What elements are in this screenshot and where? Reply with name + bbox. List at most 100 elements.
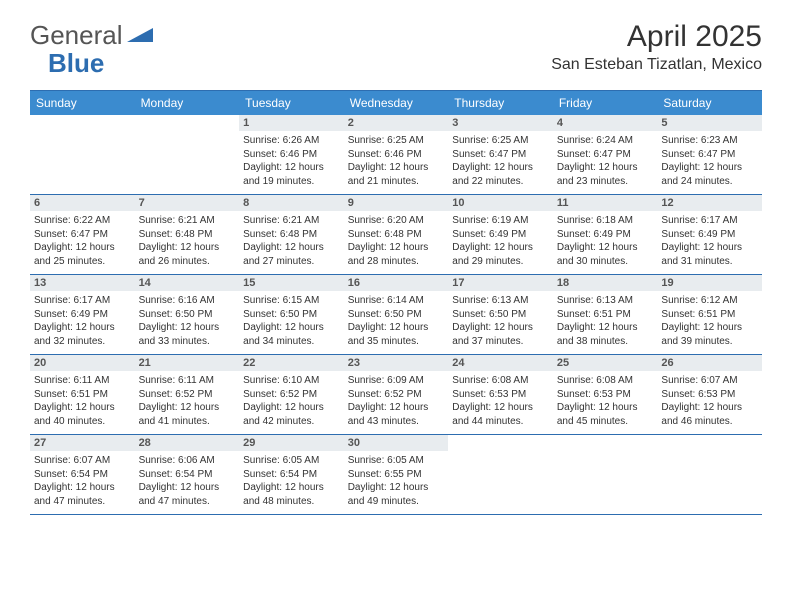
weekday-header: Thursday (448, 91, 553, 115)
day-cell: 19 Sunrise: 6:12 AMSunset: 6:51 PMDayligh… (657, 275, 762, 354)
day-details: Sunrise: 6:24 AMSunset: 6:47 PMDaylight:… (557, 134, 654, 188)
day-cell: 29Sunrise: 6:05 AMSunset: 6:54 PMDayligh… (239, 435, 344, 514)
day-cell: 23 Sunrise: 6:09 AMSunset: 6:52 PMDayligh… (344, 355, 449, 434)
day-details: Sunrise: 6:14 AMSunset: 6:50 PMDaylight:… (348, 294, 445, 348)
day-number: 17 (448, 275, 553, 291)
day-number: 4 (553, 115, 658, 131)
day-details: Sunrise: 6:09 AMSunset: 6:52 PMDaylight:… (348, 374, 445, 428)
day-cell: 12 Sunrise: 6:17 AMSunset: 6:49 PMDayligh… (657, 195, 762, 274)
day-details: Sunrise: 6:17 AMSunset: 6:49 PMDaylight:… (661, 214, 758, 268)
day-cell: 7 Sunrise: 6:21 AMSunset: 6:48 PMDaylight… (135, 195, 240, 274)
day-details: Sunrise: 6:05 AMSunset: 6:55 PMDaylight:… (348, 454, 445, 508)
day-number: 21 (135, 355, 240, 371)
day-details: Sunrise: 6:15 AMSunset: 6:50 PMDaylight:… (243, 294, 340, 348)
day-cell: 1 Sunrise: 6:26 AMSunset: 6:46 PMDaylight… (239, 115, 344, 194)
logo-text-blue: Blue (48, 48, 104, 78)
day-cell: 18Sunrise: 6:13 AMSunset: 6:51 PMDayligh… (553, 275, 658, 354)
day-cell: 5 Sunrise: 6:23 AMSunset: 6:47 PMDaylight… (657, 115, 762, 194)
weekday-header: Friday (553, 91, 658, 115)
day-details: Sunrise: 6:11 AMSunset: 6:51 PMDaylight:… (34, 374, 131, 428)
day-details: Sunrise: 6:16 AMSunset: 6:50 PMDaylight:… (139, 294, 236, 348)
day-details: Sunrise: 6:06 AMSunset: 6:54 PMDaylight:… (139, 454, 236, 508)
day-cell: 15Sunrise: 6:15 AMSunset: 6:50 PMDayligh… (239, 275, 344, 354)
day-number: 25 (553, 355, 658, 371)
week-row: 6 Sunrise: 6:22 AMSunset: 6:47 PMDaylight… (30, 195, 762, 275)
day-cell: 28 Sunrise: 6:06 AMSunset: 6:54 PMDayligh… (135, 435, 240, 514)
day-details: Sunrise: 6:21 AMSunset: 6:48 PMDaylight:… (243, 214, 340, 268)
day-number: 23 (344, 355, 449, 371)
day-details: Sunrise: 6:21 AMSunset: 6:48 PMDaylight:… (139, 214, 236, 268)
day-details: Sunrise: 6:25 AMSunset: 6:46 PMDaylight:… (348, 134, 445, 188)
day-cell: 20 Sunrise: 6:11 AMSunset: 6:51 PMDayligh… (30, 355, 135, 434)
weekday-header-row: SundayMondayTuesdayWednesdayThursdayFrid… (30, 91, 762, 115)
month-title: April 2025 (551, 20, 762, 54)
day-cell: 25 Sunrise: 6:08 AMSunset: 6:53 PMDayligh… (553, 355, 658, 434)
day-details: Sunrise: 6:22 AMSunset: 6:47 PMDaylight:… (34, 214, 131, 268)
day-details: Sunrise: 6:19 AMSunset: 6:49 PMDaylight:… (452, 214, 549, 268)
day-number: 20 (30, 355, 135, 371)
day-cell: 3Sunrise: 6:25 AMSunset: 6:47 PMDaylight… (448, 115, 553, 194)
title-block: April 2025 San Esteban Tizatlan, Mexico (551, 20, 762, 74)
day-number: 5 (657, 115, 762, 131)
week-row: 27Sunrise: 6:07 AMSunset: 6:54 PMDayligh… (30, 435, 762, 515)
day-cell: 26Sunrise: 6:07 AMSunset: 6:53 PMDayligh… (657, 355, 762, 434)
day-number: 10 (448, 195, 553, 211)
week-row: 13Sunrise: 6:17 AMSunset: 6:49 PMDayligh… (30, 275, 762, 355)
day-cell: 8 Sunrise: 6:21 AMSunset: 6:48 PMDaylight… (239, 195, 344, 274)
day-details: Sunrise: 6:13 AMSunset: 6:50 PMDaylight:… (452, 294, 549, 348)
weekday-header: Saturday (657, 91, 762, 115)
day-number: 14 (135, 275, 240, 291)
day-cell (30, 115, 135, 194)
day-number: 8 (239, 195, 344, 211)
day-number: 29 (239, 435, 344, 451)
day-number: 11 (553, 195, 658, 211)
day-cell (553, 435, 658, 514)
day-cell: 27Sunrise: 6:07 AMSunset: 6:54 PMDayligh… (30, 435, 135, 514)
day-cell: 13Sunrise: 6:17 AMSunset: 6:49 PMDayligh… (30, 275, 135, 354)
day-details: Sunrise: 6:26 AMSunset: 6:46 PMDaylight:… (243, 134, 340, 188)
day-number: 7 (135, 195, 240, 211)
day-number: 18 (553, 275, 658, 291)
day-details: Sunrise: 6:08 AMSunset: 6:53 PMDaylight:… (452, 374, 549, 428)
day-number: 27 (30, 435, 135, 451)
day-details: Sunrise: 6:18 AMSunset: 6:49 PMDaylight:… (557, 214, 654, 268)
day-cell: 14 Sunrise: 6:16 AMSunset: 6:50 PMDayligh… (135, 275, 240, 354)
weekday-header: Tuesday (239, 91, 344, 115)
logo: General (30, 20, 155, 51)
day-details: Sunrise: 6:23 AMSunset: 6:47 PMDaylight:… (661, 134, 758, 188)
weekday-header: Wednesday (344, 91, 449, 115)
day-cell: 9Sunrise: 6:20 AMSunset: 6:48 PMDaylight… (344, 195, 449, 274)
day-number: 19 (657, 275, 762, 291)
day-cell: 22 Sunrise: 6:10 AMSunset: 6:52 PMDayligh… (239, 355, 344, 434)
day-number: 12 (657, 195, 762, 211)
day-cell: 30Sunrise: 6:05 AMSunset: 6:55 PMDayligh… (344, 435, 449, 514)
day-cell: 2Sunrise: 6:25 AMSunset: 6:46 PMDaylight… (344, 115, 449, 194)
weekday-header: Sunday (30, 91, 135, 115)
day-number: 22 (239, 355, 344, 371)
day-number: 13 (30, 275, 135, 291)
day-details: Sunrise: 6:10 AMSunset: 6:52 PMDaylight:… (243, 374, 340, 428)
day-cell: 16 Sunrise: 6:14 AMSunset: 6:50 PMDayligh… (344, 275, 449, 354)
week-row: 1 Sunrise: 6:26 AMSunset: 6:46 PMDaylight… (30, 115, 762, 195)
day-details: Sunrise: 6:12 AMSunset: 6:51 PMDaylight:… (661, 294, 758, 348)
day-cell: 10 Sunrise: 6:19 AMSunset: 6:49 PMDayligh… (448, 195, 553, 274)
day-number: 1 (239, 115, 344, 131)
day-details: Sunrise: 6:11 AMSunset: 6:52 PMDaylight:… (139, 374, 236, 428)
logo-text-general: General (30, 20, 123, 51)
logo-triangle-icon (127, 24, 153, 47)
day-number: 24 (448, 355, 553, 371)
day-details: Sunrise: 6:08 AMSunset: 6:53 PMDaylight:… (557, 374, 654, 428)
day-cell (135, 115, 240, 194)
day-number: 28 (135, 435, 240, 451)
day-number: 16 (344, 275, 449, 291)
weekday-header: Monday (135, 91, 240, 115)
day-cell: 17 Sunrise: 6:13 AMSunset: 6:50 PMDayligh… (448, 275, 553, 354)
day-cell: 11 Sunrise: 6:18 AMSunset: 6:49 PMDayligh… (553, 195, 658, 274)
day-cell: 24 Sunrise: 6:08 AMSunset: 6:53 PMDayligh… (448, 355, 553, 434)
week-row: 20 Sunrise: 6:11 AMSunset: 6:51 PMDayligh… (30, 355, 762, 435)
day-details: Sunrise: 6:25 AMSunset: 6:47 PMDaylight:… (452, 134, 549, 188)
day-cell (657, 435, 762, 514)
day-number: 6 (30, 195, 135, 211)
location: San Esteban Tizatlan, Mexico (551, 56, 762, 74)
calendar: SundayMondayTuesdayWednesdayThursdayFrid… (30, 90, 762, 515)
